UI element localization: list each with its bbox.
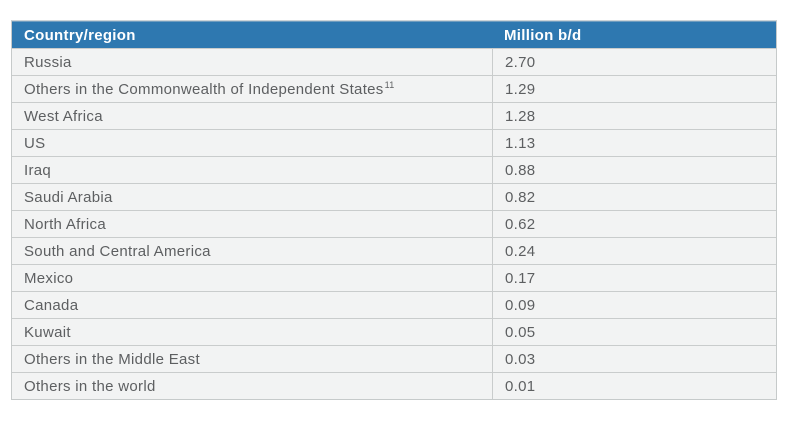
table-row: Canada 0.09	[12, 291, 776, 318]
country-label: Others in the Middle East	[24, 350, 200, 368]
country-cell: Kuwait	[12, 319, 492, 345]
country-cell: Iraq	[12, 157, 492, 183]
footnote-superscript: 11	[384, 79, 395, 90]
table-row: North Africa 0.62	[12, 210, 776, 237]
country-cell: Others in the Middle East	[12, 346, 492, 372]
country-label: Others in the Commonwealth of Independen…	[24, 80, 384, 98]
country-label: US	[24, 134, 46, 152]
country-cell: Russia	[12, 49, 492, 75]
column-header-country: Country/region	[24, 26, 136, 44]
value-cell: 0.01	[492, 373, 776, 399]
table-row: South and Central America 0.24	[12, 237, 776, 264]
country-cell: West Africa	[12, 103, 492, 129]
country-label: South and Central America	[24, 242, 211, 260]
country-cell: Others in the world	[12, 373, 492, 399]
value-cell: 1.29	[492, 76, 776, 102]
table-row: US 1.13	[12, 129, 776, 156]
table-row: Iraq 0.88	[12, 156, 776, 183]
data-table: Country/region Million b/d Russia 2.70 O…	[11, 20, 777, 400]
country-label: Saudi Arabia	[24, 188, 113, 206]
country-label: West Africa	[24, 107, 103, 125]
table-row: Saudi Arabia 0.82	[12, 183, 776, 210]
country-label: Mexico	[24, 269, 74, 287]
table-row: Kuwait 0.05	[12, 318, 776, 345]
country-label: North Africa	[24, 215, 106, 233]
country-label: Kuwait	[24, 323, 71, 341]
country-cell: Mexico	[12, 265, 492, 291]
table-header-row: Country/region Million b/d	[12, 21, 776, 48]
value-cell: 0.24	[492, 238, 776, 264]
column-header-million-bd: Million b/d	[504, 26, 582, 44]
country-cell: Canada	[12, 292, 492, 318]
table-row: Russia 2.70	[12, 48, 776, 75]
country-cell: Others in the Commonwealth of Independen…	[12, 76, 492, 102]
value-cell: 0.62	[492, 211, 776, 237]
value-cell: 2.70	[492, 49, 776, 75]
table-row: Others in the world 0.01	[12, 372, 776, 399]
country-label: Iraq	[24, 161, 52, 179]
country-cell: Saudi Arabia	[12, 184, 492, 210]
value-cell: 0.09	[492, 292, 776, 318]
value-cell: 0.05	[492, 319, 776, 345]
country-label: Others in the world	[24, 377, 156, 395]
value-cell: 0.03	[492, 346, 776, 372]
country-cell: South and Central America	[12, 238, 492, 264]
table-row: Mexico 0.17	[12, 264, 776, 291]
value-cell: 0.82	[492, 184, 776, 210]
value-cell: 1.28	[492, 103, 776, 129]
country-label: Canada	[24, 296, 79, 314]
value-cell: 0.17	[492, 265, 776, 291]
table-row: West Africa 1.28	[12, 102, 776, 129]
country-cell: US	[12, 130, 492, 156]
table-row: Others in the Middle East 0.03	[12, 345, 776, 372]
country-label: Russia	[24, 53, 72, 71]
country-cell: North Africa	[12, 211, 492, 237]
table-row: Others in the Commonwealth of Independen…	[12, 75, 776, 102]
value-cell: 1.13	[492, 130, 776, 156]
value-cell: 0.88	[492, 157, 776, 183]
